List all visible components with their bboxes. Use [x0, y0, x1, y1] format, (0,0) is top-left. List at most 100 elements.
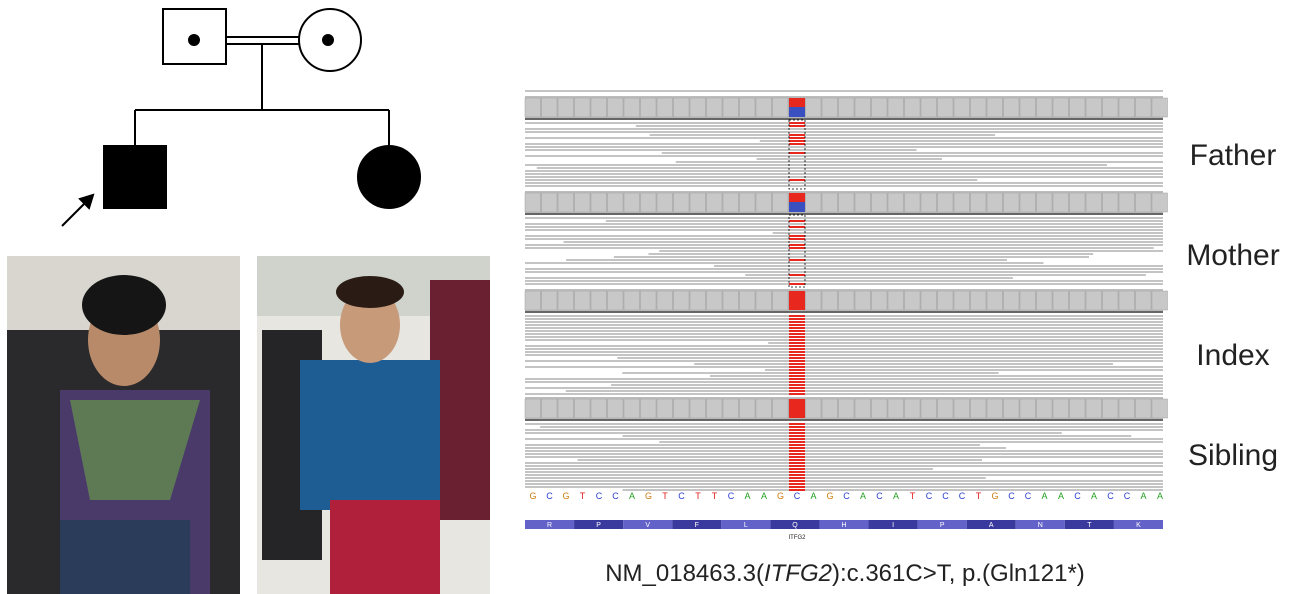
coverage-bin	[1037, 291, 1053, 310]
base: C	[959, 491, 966, 501]
coverage-bin	[740, 193, 756, 212]
coverage-bin	[938, 291, 954, 310]
base: G	[777, 491, 784, 501]
base: C	[612, 491, 619, 501]
coverage-bin	[1053, 399, 1069, 418]
base: C	[728, 491, 735, 501]
coverage-bin	[525, 98, 541, 117]
coverage-bin	[806, 98, 822, 117]
coverage-bin	[1136, 98, 1152, 117]
amino-acid: P	[596, 522, 601, 529]
coverage-bin	[591, 399, 607, 418]
coverage-bin	[1070, 399, 1086, 418]
coverage-bin	[1086, 98, 1102, 117]
amino-acid: V	[645, 522, 650, 529]
coverage-bin	[723, 291, 739, 310]
coverage-bin	[839, 193, 855, 212]
coverage-bin	[954, 193, 970, 212]
coverage-bin	[575, 98, 591, 117]
variant-coverage	[789, 107, 805, 117]
sample-label: Sibling	[1188, 439, 1278, 472]
coverage-bin	[1037, 399, 1053, 418]
coverage-bin	[690, 291, 706, 310]
coverage-bin	[608, 193, 624, 212]
coverage-bin	[674, 291, 690, 310]
amino-acid: H	[841, 522, 846, 529]
coverage-bin	[1119, 399, 1135, 418]
coverage-bin	[1086, 399, 1102, 418]
coverage-bin	[1103, 399, 1119, 418]
base: T	[712, 491, 718, 501]
coverage-bin	[624, 399, 640, 418]
igv-panel: FatherMotherIndexSiblingGCGTCCAGTCTTCAAG…	[525, 91, 1280, 541]
base: C	[794, 491, 801, 501]
amino-acid: R	[547, 522, 552, 529]
coverage-bin	[773, 193, 789, 212]
gene-label: ITFG2	[788, 535, 806, 541]
variant-coverage	[789, 291, 805, 310]
coverage-bin	[773, 291, 789, 310]
base: A	[1041, 491, 1047, 501]
coverage-bin	[591, 291, 607, 310]
coverage-bin	[690, 98, 706, 117]
base: T	[662, 491, 668, 501]
coverage-bin	[674, 399, 690, 418]
sample-label: Father	[1190, 139, 1277, 172]
coverage-bin	[740, 399, 756, 418]
coverage-bin	[1020, 193, 1036, 212]
base: C	[926, 491, 933, 501]
coverage-bin	[723, 98, 739, 117]
coverage-bin	[971, 193, 987, 212]
coverage-bin	[707, 193, 723, 212]
coverage-bin	[888, 399, 904, 418]
coverage-bin	[690, 399, 706, 418]
base: G	[562, 491, 569, 501]
coverage-bin	[740, 291, 756, 310]
coverage-bin	[839, 291, 855, 310]
affected-female	[358, 146, 420, 208]
coverage-bin	[1037, 193, 1053, 212]
photo-sibling	[257, 256, 490, 594]
coverage-bin	[558, 399, 574, 418]
coverage-bin	[624, 98, 640, 117]
coverage-bin	[921, 291, 937, 310]
carrier-dot	[189, 35, 199, 45]
coverage-bin	[690, 193, 706, 212]
base: A	[744, 491, 750, 501]
coverage-bin	[905, 291, 921, 310]
coverage-bin	[558, 98, 574, 117]
coverage-bin	[756, 399, 772, 418]
caption-gene: ITFG2	[764, 560, 832, 587]
coverage-bin	[971, 399, 987, 418]
coverage-bin	[773, 399, 789, 418]
coverage-bin	[740, 98, 756, 117]
amino-acid: F	[695, 522, 699, 529]
amino-acid: T	[1087, 522, 1092, 529]
coverage-bin	[1136, 291, 1152, 310]
coverage-bin	[1020, 98, 1036, 117]
coverage-bin	[525, 399, 541, 418]
coverage-bin	[971, 291, 987, 310]
coverage-bin	[839, 399, 855, 418]
caption-prefix: NM_018463.3(	[605, 560, 764, 587]
coverage-bin	[1152, 193, 1168, 212]
coverage-bin	[1070, 98, 1086, 117]
coverage-bin	[1004, 98, 1020, 117]
amino-acid: K	[1136, 522, 1141, 529]
coverage-bin	[657, 98, 673, 117]
coverage-bin	[608, 399, 624, 418]
coverage-bin	[641, 193, 657, 212]
coverage-bin	[938, 193, 954, 212]
coverage-bin	[921, 193, 937, 212]
coverage-bin	[954, 291, 970, 310]
coverage-bin	[624, 291, 640, 310]
coverage-bin	[1086, 193, 1102, 212]
amino-acid: L	[744, 522, 748, 529]
amino-acid: A	[989, 522, 994, 529]
coverage-bin	[938, 98, 954, 117]
base: C	[1107, 491, 1114, 501]
coverage-bin	[641, 98, 657, 117]
base: T	[910, 491, 916, 501]
coverage-bin	[938, 399, 954, 418]
coverage-bin	[1136, 399, 1152, 418]
